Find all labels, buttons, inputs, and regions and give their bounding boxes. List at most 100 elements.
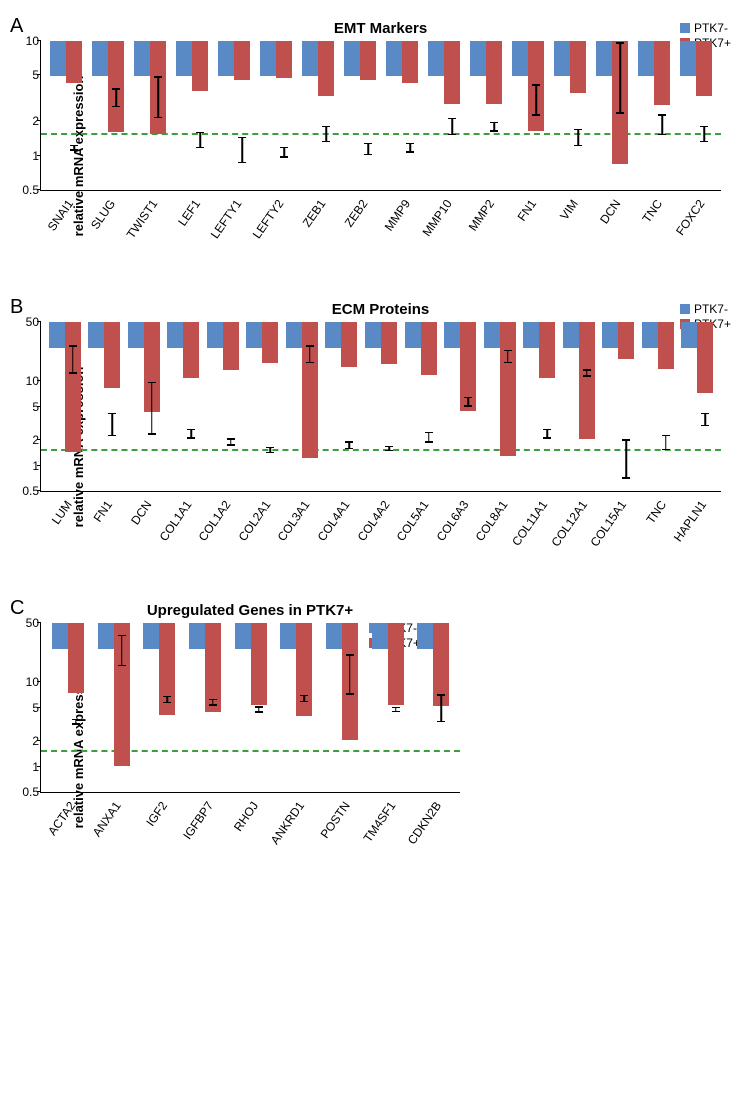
bar-ptk7-plus <box>251 623 267 792</box>
bar-group <box>440 322 480 491</box>
xlabel: COL11A1 <box>519 492 559 572</box>
panel-label-c: C <box>10 597 24 620</box>
bar-ptk7-plus <box>276 41 292 190</box>
xlabel: COL3A1 <box>282 492 322 572</box>
bar-ptk7-minus <box>523 322 539 491</box>
xlabel: MMP9 <box>381 191 423 271</box>
xlabel: TWIST1 <box>128 191 170 271</box>
ytick: 10 <box>26 675 41 689</box>
ytick: 5 <box>32 400 41 414</box>
chart-area-c: 0.51251050 <box>40 623 460 793</box>
ytick: 50 <box>26 616 41 630</box>
bar-ptk7-plus <box>696 41 712 190</box>
xlabel: LEF1 <box>170 191 212 271</box>
bar-ptk7-minus <box>444 322 460 491</box>
bar-group <box>519 322 559 491</box>
xlabel: FN1 <box>507 191 549 271</box>
bar-ptk7-plus <box>402 41 418 190</box>
bar-group <box>228 623 274 792</box>
bar-ptk7-minus <box>554 41 570 190</box>
bar-group <box>507 41 549 190</box>
bar-group <box>633 41 675 190</box>
bar-ptk7-minus <box>386 41 402 190</box>
bar-ptk7-plus <box>528 41 544 190</box>
chart-title-c: Upregulated Genes in PTK7+ <box>40 602 460 619</box>
ytick: 2 <box>32 114 41 128</box>
bar-ptk7-minus <box>512 41 528 190</box>
ytick: 0.5 <box>22 183 41 197</box>
bar-group <box>365 623 411 792</box>
bar-group <box>213 41 255 190</box>
bar-ptk7-plus <box>262 322 278 491</box>
bar-ptk7-minus <box>344 41 360 190</box>
xlabel: MMP2 <box>465 191 507 271</box>
bar-ptk7-minus <box>365 322 381 491</box>
bar-ptk7-plus <box>381 322 397 491</box>
chart-title-b: ECM Proteins <box>40 301 721 318</box>
panel-c: C Upregulated Genes in PTK7+ relative mR… <box>40 602 460 873</box>
bar-group <box>124 322 164 491</box>
bar-ptk7-minus <box>325 322 341 491</box>
bar-ptk7-minus <box>302 41 318 190</box>
bar-ptk7-minus <box>405 322 421 491</box>
bar-group <box>638 322 678 491</box>
bar-group <box>381 41 423 190</box>
bar-ptk7-plus <box>342 623 358 792</box>
bar-ptk7-plus <box>318 41 334 190</box>
legend-swatch-minus <box>680 23 690 33</box>
bar-group <box>322 322 362 491</box>
bar-ptk7-minus <box>143 623 159 792</box>
bar-ptk7-minus <box>92 41 108 190</box>
ytick: 10 <box>26 34 41 48</box>
bar-ptk7-minus <box>417 623 433 792</box>
bar-ptk7-minus <box>88 322 104 491</box>
bar-ptk7-plus <box>486 41 502 190</box>
bar-ptk7-plus <box>114 623 130 792</box>
bar-group <box>339 41 381 190</box>
bar-group <box>164 322 204 491</box>
bar-ptk7-minus <box>167 322 183 491</box>
bar-group <box>410 623 456 792</box>
panel-a: A EMT Markers relative mRNA expression P… <box>40 20 721 271</box>
bar-group <box>401 322 441 491</box>
bar-ptk7-plus <box>302 322 318 491</box>
ytick: 1 <box>32 760 41 774</box>
xlabel: COL1A2 <box>202 492 242 572</box>
bar-ptk7-plus <box>159 623 175 792</box>
bar-group <box>549 41 591 190</box>
legend-text-minus: PTK7- <box>694 302 728 316</box>
bar-ptk7-minus <box>470 41 486 190</box>
xlabels-a: SNAI1SLUGTWIST1LEF1LEFTY1LEFTY2ZEB1ZEB2M… <box>40 191 721 271</box>
bar-group <box>171 41 213 190</box>
bar-ptk7-minus <box>50 41 66 190</box>
bar-ptk7-minus <box>286 322 302 491</box>
xlabel: TM4SF1 <box>364 793 410 873</box>
bar-ptk7-minus <box>428 41 444 190</box>
bar-group <box>361 322 401 491</box>
xlabel: LUM <box>44 492 84 572</box>
bar-ptk7-plus <box>223 322 239 491</box>
bar-ptk7-plus <box>500 322 516 491</box>
bar-group <box>45 322 85 491</box>
ytick: 1 <box>32 149 41 163</box>
bar-ptk7-minus <box>218 41 234 190</box>
bar-ptk7-minus <box>326 623 342 792</box>
bar-ptk7-plus <box>618 322 634 491</box>
bar-ptk7-minus <box>235 623 251 792</box>
bar-ptk7-minus <box>207 322 223 491</box>
ytick: 2 <box>32 433 41 447</box>
bar-group <box>598 322 638 491</box>
xlabel: TNC <box>638 492 678 572</box>
xlabel: ZEB1 <box>296 191 338 271</box>
bar-group <box>282 322 322 491</box>
xlabel: SNAI1 <box>44 191 86 271</box>
bar-ptk7-minus <box>372 623 388 792</box>
bar-group <box>319 623 365 792</box>
xlabel: MMP10 <box>423 191 465 271</box>
bar-ptk7-plus <box>68 623 84 792</box>
bar-ptk7-plus <box>234 41 250 190</box>
bar-group <box>182 623 228 792</box>
bar-ptk7-plus <box>66 41 82 190</box>
bar-ptk7-plus <box>460 322 476 491</box>
ytick: 1 <box>32 459 41 473</box>
